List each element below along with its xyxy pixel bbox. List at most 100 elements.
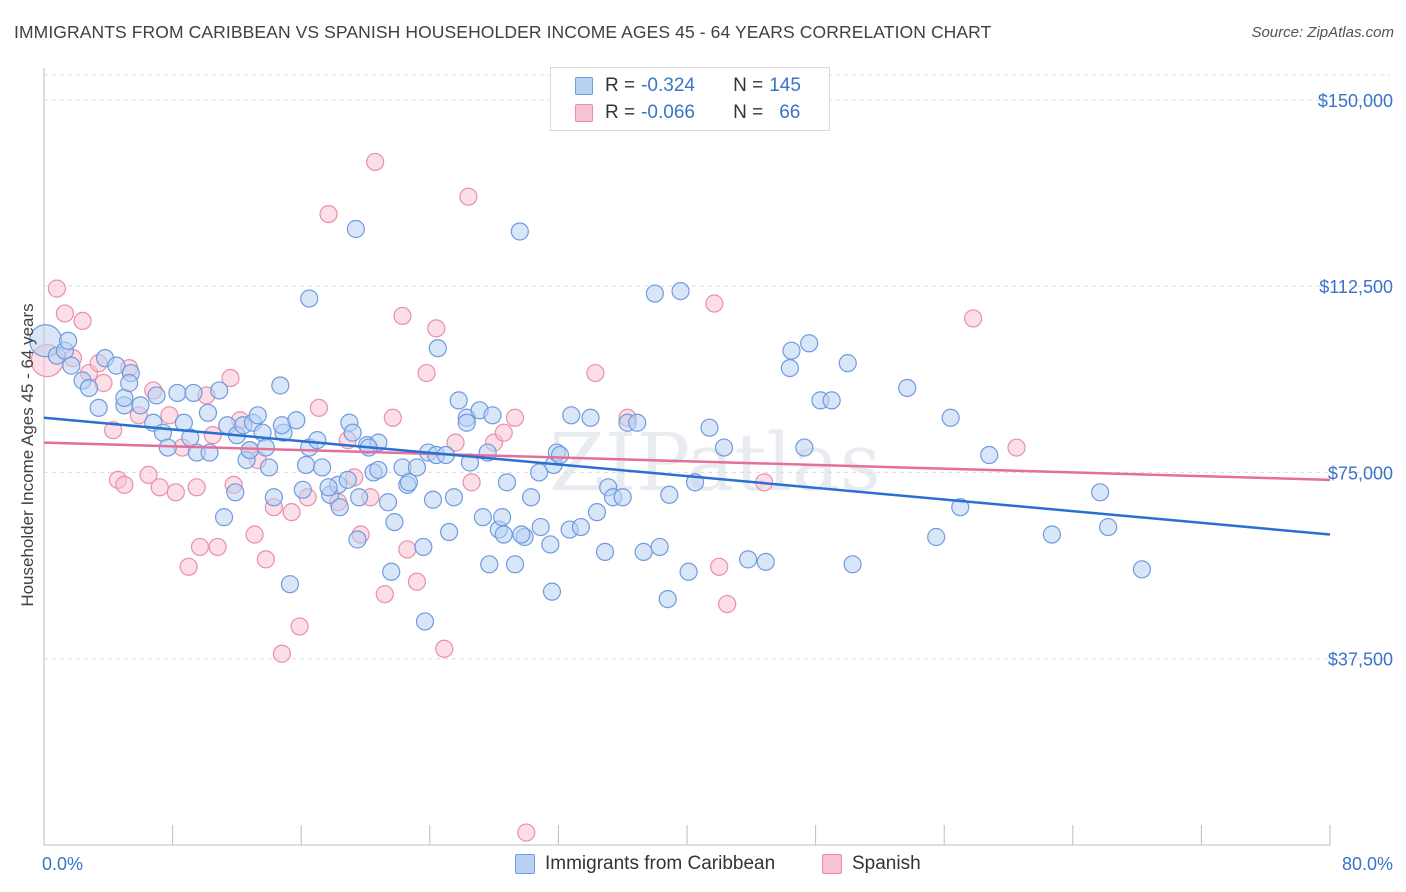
data-point — [147, 386, 166, 405]
r-value: -0.324 — [641, 75, 695, 96]
data-point — [407, 458, 427, 477]
data-point — [343, 423, 362, 442]
data-point — [166, 483, 185, 502]
data-point — [427, 319, 446, 338]
data-point — [660, 485, 679, 504]
data-point — [89, 398, 108, 417]
data-point — [107, 356, 126, 375]
data-point — [203, 426, 222, 445]
y-tick-label: $75,000 — [1328, 463, 1393, 483]
data-point — [417, 363, 436, 383]
data-point — [214, 508, 234, 527]
spanish-trend-line — [43, 441, 1331, 482]
data-point — [346, 219, 365, 239]
data-point — [385, 512, 404, 532]
data-point — [927, 527, 946, 547]
data-point — [319, 204, 338, 224]
data-point — [457, 413, 476, 432]
x-tick-label: 0.0% — [42, 854, 83, 874]
data-point — [505, 408, 525, 427]
chart-title: IMMIGRANTS FROM CARIBBEAN VS SPANISH HOU… — [14, 22, 992, 42]
legend-label: Spanish — [852, 853, 921, 874]
data-point — [393, 306, 412, 326]
data-point — [428, 339, 447, 358]
data-point — [378, 493, 398, 512]
data-point — [210, 381, 229, 400]
data-point — [795, 438, 814, 457]
data-point — [398, 540, 417, 559]
data-point — [510, 222, 529, 241]
data-point — [483, 406, 502, 425]
data-point — [221, 368, 240, 388]
data-point — [272, 644, 292, 663]
data-point — [287, 411, 306, 430]
tick-labels: $37,500 $75,000 $112,500 $150,000 0.0% 80.0% H… — [18, 91, 1393, 874]
data-point — [198, 403, 218, 422]
caribbean-trend-line — [43, 416, 1331, 536]
data-point — [581, 408, 600, 427]
r-label: R = — [605, 75, 636, 96]
data-point — [439, 522, 459, 542]
data-point — [671, 281, 690, 301]
data-point — [264, 488, 283, 507]
data-point — [415, 612, 435, 631]
data-point — [407, 572, 427, 591]
data-point — [348, 530, 367, 549]
data-point — [1007, 438, 1026, 457]
data-point — [59, 331, 78, 350]
data-point — [414, 537, 433, 557]
data-point — [366, 152, 385, 172]
data-point — [47, 279, 66, 298]
data-point — [139, 465, 158, 485]
data-point — [1099, 517, 1118, 537]
data-point — [160, 406, 179, 425]
data-point — [780, 358, 799, 378]
r-label: R = — [605, 102, 636, 123]
data-point — [497, 473, 517, 492]
data-point — [700, 418, 719, 437]
data-point — [150, 478, 169, 497]
data-point — [494, 525, 513, 544]
data-point — [521, 488, 541, 507]
data-point — [843, 555, 862, 574]
data-point — [1091, 483, 1110, 502]
data-point — [446, 433, 465, 452]
data-point — [399, 473, 419, 492]
data-point — [259, 458, 279, 477]
data-point — [980, 445, 999, 465]
data-point — [248, 406, 267, 425]
n-value: 145 — [769, 75, 801, 96]
data-point — [330, 498, 349, 517]
data-point — [168, 383, 187, 403]
data-point — [55, 304, 74, 323]
n-label: N = — [733, 75, 764, 96]
x-tick-label: 80.0% — [1342, 854, 1393, 874]
data-point — [634, 542, 653, 562]
data-point — [296, 455, 316, 475]
data-point — [245, 525, 264, 544]
data-point — [782, 341, 801, 360]
data-point — [369, 460, 388, 480]
data-point — [838, 354, 857, 373]
data-point — [571, 517, 591, 537]
data-point — [120, 373, 139, 393]
data-point — [280, 575, 300, 594]
data-point — [423, 490, 443, 509]
data-point — [650, 537, 669, 557]
data-point — [505, 555, 525, 574]
data-point — [951, 498, 970, 517]
data-point — [319, 478, 338, 497]
data-point — [628, 413, 647, 432]
spanish-swatch — [575, 104, 593, 122]
data-point — [714, 438, 734, 457]
data-point — [718, 594, 737, 614]
data-point — [586, 363, 605, 383]
data-point — [613, 488, 632, 507]
data-point — [480, 555, 499, 574]
data-point — [800, 334, 819, 353]
data-point — [658, 589, 677, 609]
legend-row-spanish: R = -0.066 N = 66 — [575, 99, 800, 127]
data-point — [459, 187, 478, 206]
data-point — [595, 542, 615, 562]
